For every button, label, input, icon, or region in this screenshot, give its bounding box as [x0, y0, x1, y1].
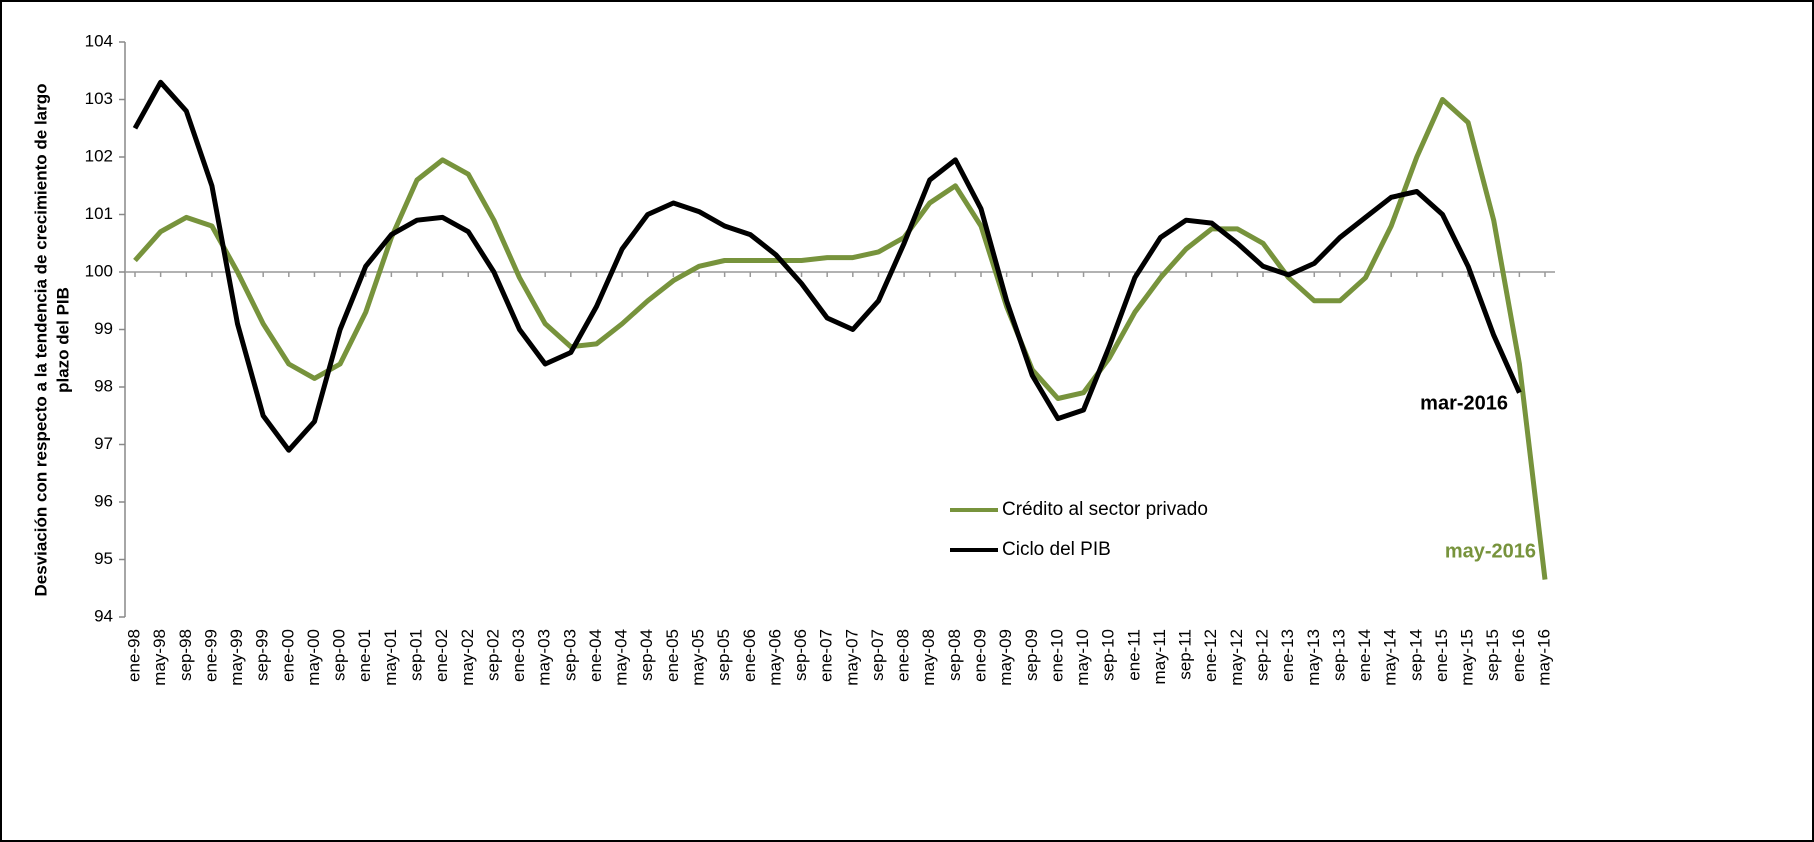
- y-tick-label: 102: [85, 146, 113, 165]
- x-tick-label: may-14: [1381, 629, 1400, 686]
- x-tick-label: may-10: [1073, 629, 1092, 686]
- x-tick-label: ene-01: [355, 629, 374, 682]
- x-tick-label: ene-04: [586, 629, 605, 682]
- x-tick-label: sep-03: [560, 629, 579, 681]
- x-tick-label: may-03: [535, 629, 554, 686]
- y-tick-label: 104: [85, 31, 113, 50]
- x-tick-label: may-99: [227, 629, 246, 686]
- x-tick-label: may-01: [381, 629, 400, 686]
- x-tick-label: sep-15: [1483, 629, 1502, 681]
- x-tick-label: ene-07: [817, 629, 836, 682]
- x-tick-label: ene-09: [970, 629, 989, 682]
- x-tick-label: ene-15: [1432, 629, 1451, 682]
- x-tick-label: sep-02: [483, 629, 502, 681]
- series-line: [132, 79, 1522, 453]
- x-tick-label: sep-98: [176, 629, 195, 681]
- y-tick-label: 101: [85, 204, 113, 223]
- x-tick-label: may-98: [150, 629, 169, 686]
- legend-label: Ciclo del PIB: [1002, 539, 1111, 560]
- x-tick-label: ene-99: [201, 629, 220, 682]
- x-tick-label: may-11: [1150, 629, 1169, 684]
- x-tick-label: may-09: [996, 629, 1015, 686]
- y-tick-label: 98: [94, 376, 113, 395]
- x-tick-label: sep-08: [945, 629, 964, 681]
- x-tick-label: ene-14: [1355, 629, 1374, 682]
- x-tick-label: ene-08: [894, 629, 913, 682]
- x-tick-label: ene-11: [1124, 629, 1143, 681]
- y-axis-title: Desviación con respecto a la tendencia d…: [31, 83, 72, 596]
- x-tick-label: ene-10: [1047, 629, 1066, 682]
- y-tick-label: 103: [85, 89, 113, 108]
- x-tick-label: sep-13: [1329, 629, 1348, 681]
- y-tick-label: 97: [94, 434, 113, 453]
- x-tick-label: may-08: [919, 629, 938, 686]
- x-tick-label: ene-16: [1509, 629, 1528, 682]
- x-tick-label: ene-12: [1201, 629, 1220, 682]
- x-tick-label: ene-02: [432, 629, 451, 682]
- x-tick-label: may-07: [842, 629, 861, 686]
- y-tick-label: 94: [94, 606, 113, 625]
- x-tick-label: sep-10: [1099, 629, 1118, 681]
- x-tick-label: sep-06: [791, 629, 810, 681]
- x-tick-label: may-00: [304, 629, 323, 686]
- x-tick-label: ene-06: [740, 629, 759, 682]
- x-tick-label: sep-01: [406, 629, 425, 681]
- x-tick-label: sep-14: [1406, 629, 1425, 681]
- y-tick-label: 96: [94, 491, 113, 510]
- x-tick-label: ene-98: [124, 629, 143, 682]
- x-tick-label: ene-13: [1278, 629, 1297, 682]
- x-tick-label: sep-04: [637, 629, 656, 681]
- x-tick-label: sep-11: [1176, 629, 1195, 680]
- x-tick-label: ene-00: [278, 629, 297, 682]
- x-tick-label: sep-00: [330, 629, 349, 681]
- legend-label: Crédito al sector privado: [1002, 499, 1208, 520]
- x-tick-label: ene-03: [509, 629, 528, 682]
- x-tick-label: sep-05: [714, 629, 733, 681]
- annotation: mar-2016: [1420, 392, 1508, 414]
- x-tick-label: ene-05: [663, 629, 682, 682]
- x-tick-label: may-06: [765, 629, 784, 686]
- x-tick-label: sep-12: [1252, 629, 1271, 681]
- x-tick-label: may-02: [458, 629, 477, 686]
- y-axis-title-line: plazo del PIB: [53, 287, 72, 393]
- y-tick-label: 100: [85, 261, 113, 280]
- x-tick-label: sep-09: [1022, 629, 1041, 681]
- y-tick-label: 99: [94, 319, 113, 338]
- y-axis-title-line: Desviación con respecto a la tendencia d…: [31, 83, 50, 596]
- x-tick-label: may-04: [612, 629, 631, 686]
- x-tick-label: may-15: [1458, 629, 1477, 686]
- series-line: [133, 97, 1548, 580]
- x-tick-label: may-16: [1534, 629, 1553, 686]
- y-tick-label: 95: [94, 549, 113, 568]
- x-tick-label: sep-07: [868, 629, 887, 681]
- x-tick-label: may-13: [1304, 629, 1323, 686]
- x-tick-label: may-05: [688, 629, 707, 686]
- annotation: may-2016: [1445, 540, 1536, 562]
- x-tick-label: may-12: [1227, 629, 1246, 686]
- x-tick-label: sep-99: [253, 629, 272, 681]
